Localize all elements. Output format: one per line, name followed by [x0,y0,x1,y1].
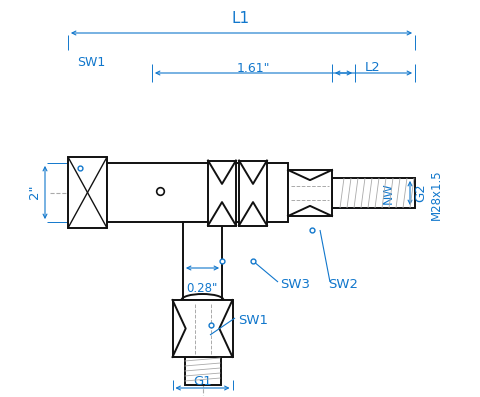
Bar [107,163,288,222]
Text: L1: L1 [232,11,250,26]
Bar [208,160,236,225]
Text: NW: NW [382,182,395,204]
Bar [183,222,222,300]
Bar [172,300,232,357]
Text: 0.28": 0.28" [186,282,218,295]
Bar [239,160,267,225]
Text: G2: G2 [414,184,427,202]
Text: SW3: SW3 [280,279,310,291]
Text: SW2: SW2 [328,279,358,291]
Text: 2": 2" [28,185,41,199]
Bar [68,157,107,228]
Text: 1.61": 1.61" [236,62,270,75]
Text: SW1: SW1 [77,56,105,69]
Bar [184,357,220,385]
Bar [288,170,332,216]
Text: SW1: SW1 [238,314,268,326]
Bar [332,178,415,208]
Text: M28x1.5: M28x1.5 [430,170,443,220]
Text: G1: G1 [193,375,212,388]
Text: L2: L2 [365,61,381,74]
